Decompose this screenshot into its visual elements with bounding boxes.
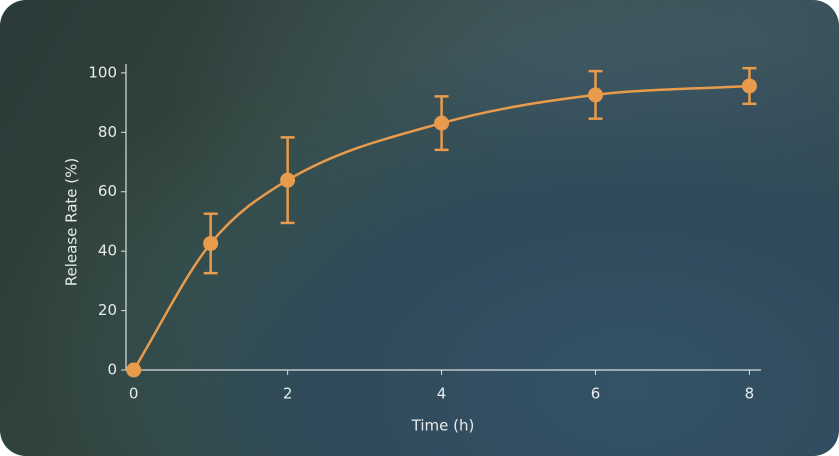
y-tick-label: 40: [98, 242, 117, 260]
x-tick-label: 4: [437, 385, 447, 403]
point: [126, 362, 142, 378]
point: [434, 115, 450, 131]
x-axis-label: Time (h): [411, 417, 475, 435]
point: [741, 78, 757, 94]
y-tick-label: 80: [98, 123, 117, 141]
x-tick-label: 2: [283, 385, 293, 403]
y-tick-label: 60: [98, 182, 117, 200]
point: [203, 235, 219, 251]
x-tick-label: 0: [129, 385, 139, 403]
y-tick-label: 100: [88, 63, 117, 81]
point: [280, 172, 296, 188]
x-tick-label: 6: [591, 385, 601, 403]
y-tick-label: 0: [107, 361, 117, 379]
y-tick-label: 20: [98, 301, 117, 319]
y-axis-label: Release Rate (%): [63, 158, 81, 287]
point: [588, 87, 604, 103]
x-tick-label: 8: [745, 385, 755, 403]
line: [132, 84, 750, 371]
